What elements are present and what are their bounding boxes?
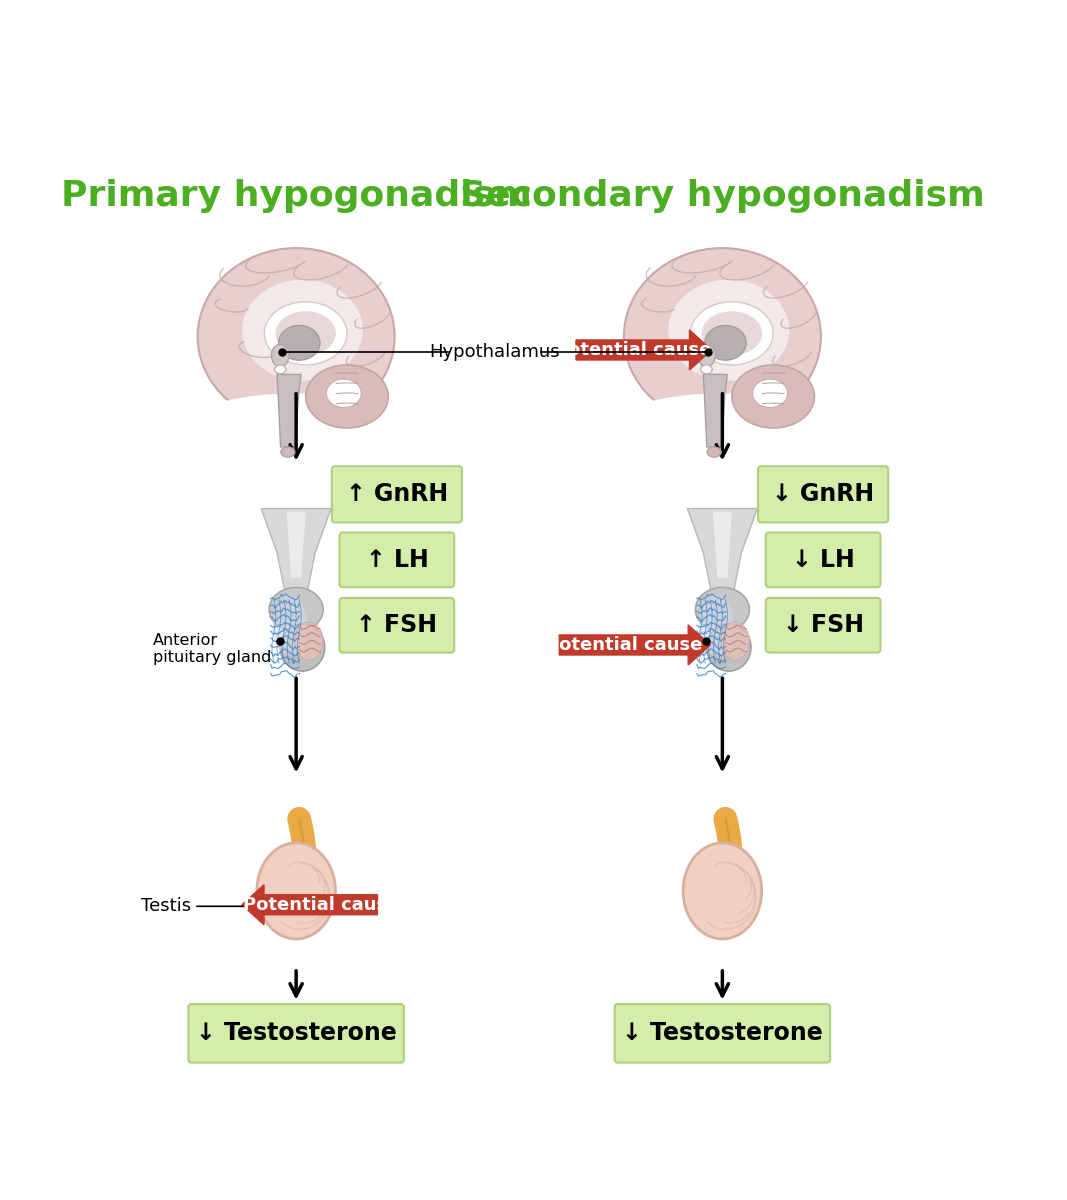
Text: ↓ Testosterone: ↓ Testosterone bbox=[622, 1021, 823, 1045]
Ellipse shape bbox=[721, 622, 749, 660]
Text: ↓ Testosterone: ↓ Testosterone bbox=[195, 1021, 397, 1045]
Polygon shape bbox=[687, 509, 758, 590]
Text: ↓ LH: ↓ LH bbox=[792, 547, 855, 571]
Polygon shape bbox=[559, 625, 711, 665]
FancyBboxPatch shape bbox=[758, 467, 888, 522]
Ellipse shape bbox=[705, 325, 746, 360]
Polygon shape bbox=[261, 509, 331, 590]
FancyBboxPatch shape bbox=[339, 598, 455, 653]
Ellipse shape bbox=[242, 280, 363, 380]
FancyBboxPatch shape bbox=[332, 467, 462, 522]
Text: Primary hypogonadism: Primary hypogonadism bbox=[61, 179, 531, 212]
Ellipse shape bbox=[275, 311, 336, 355]
Text: Potential cause: Potential cause bbox=[545, 636, 702, 654]
Text: Anterior
pituitary gland: Anterior pituitary gland bbox=[153, 632, 277, 665]
Ellipse shape bbox=[281, 624, 324, 671]
Ellipse shape bbox=[269, 588, 323, 631]
Ellipse shape bbox=[624, 248, 821, 425]
FancyBboxPatch shape bbox=[615, 1004, 830, 1063]
Text: Testis: Testis bbox=[141, 898, 243, 916]
Ellipse shape bbox=[274, 365, 286, 373]
Ellipse shape bbox=[698, 344, 715, 366]
Text: Secondary hypogonadism: Secondary hypogonadism bbox=[460, 179, 985, 212]
Polygon shape bbox=[287, 511, 305, 578]
Ellipse shape bbox=[668, 280, 790, 380]
Ellipse shape bbox=[257, 842, 335, 938]
FancyBboxPatch shape bbox=[339, 533, 455, 587]
Ellipse shape bbox=[706, 624, 751, 671]
Ellipse shape bbox=[683, 842, 762, 938]
Polygon shape bbox=[703, 374, 728, 446]
FancyBboxPatch shape bbox=[766, 598, 880, 653]
Ellipse shape bbox=[294, 622, 323, 660]
Ellipse shape bbox=[615, 394, 830, 456]
Ellipse shape bbox=[699, 595, 733, 655]
Ellipse shape bbox=[278, 325, 320, 360]
Text: Potential cause: Potential cause bbox=[555, 341, 711, 359]
Text: ↑ LH: ↑ LH bbox=[366, 547, 428, 571]
Ellipse shape bbox=[702, 311, 762, 355]
Ellipse shape bbox=[690, 301, 774, 365]
Ellipse shape bbox=[188, 394, 404, 456]
Ellipse shape bbox=[327, 379, 362, 408]
Text: ↑ GnRH: ↑ GnRH bbox=[346, 482, 448, 506]
Text: Potential cause: Potential cause bbox=[242, 895, 399, 913]
Text: ↑ FSH: ↑ FSH bbox=[356, 613, 437, 637]
Ellipse shape bbox=[752, 379, 787, 408]
Polygon shape bbox=[242, 884, 378, 925]
Polygon shape bbox=[713, 511, 732, 578]
Text: ↓ FSH: ↓ FSH bbox=[782, 613, 863, 637]
Ellipse shape bbox=[696, 588, 749, 631]
Ellipse shape bbox=[305, 365, 388, 428]
Ellipse shape bbox=[707, 446, 721, 457]
Text: ↓ GnRH: ↓ GnRH bbox=[773, 482, 874, 506]
Ellipse shape bbox=[271, 344, 289, 366]
Ellipse shape bbox=[197, 248, 395, 425]
Ellipse shape bbox=[732, 365, 814, 428]
Ellipse shape bbox=[281, 446, 294, 457]
Ellipse shape bbox=[272, 595, 307, 655]
FancyBboxPatch shape bbox=[189, 1004, 403, 1063]
Ellipse shape bbox=[265, 301, 347, 365]
Polygon shape bbox=[277, 374, 301, 446]
Text: Hypothalamus: Hypothalamus bbox=[429, 343, 560, 361]
Polygon shape bbox=[576, 330, 712, 370]
Ellipse shape bbox=[701, 365, 712, 373]
FancyBboxPatch shape bbox=[766, 533, 880, 587]
